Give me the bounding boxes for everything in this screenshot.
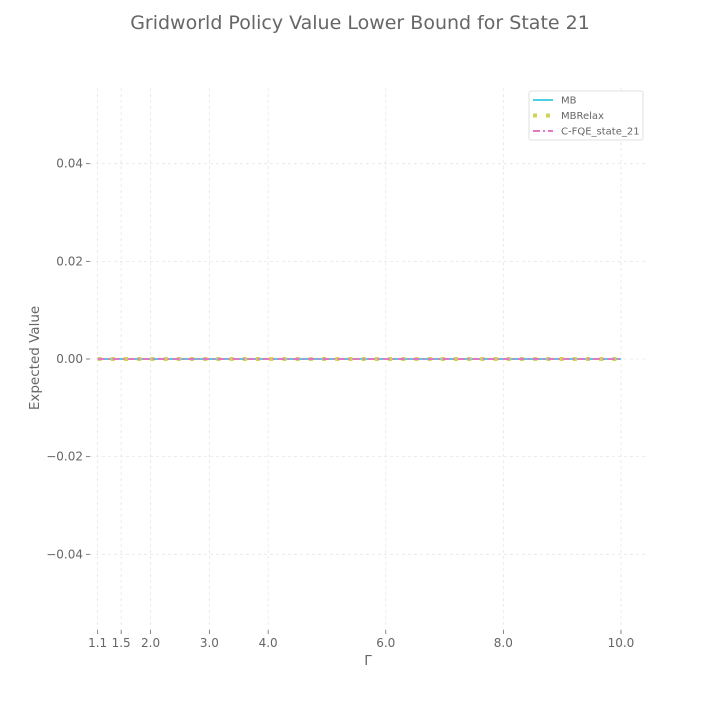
y-tick-label: 0.04: [56, 157, 83, 171]
x-tick-label: 10.0: [608, 636, 635, 650]
y-tick-label: 0.02: [56, 254, 83, 268]
legend-label: MB: [561, 96, 577, 107]
x-tick-label: 6.0: [376, 636, 395, 650]
y-tick-label: 0.00: [56, 352, 83, 366]
y-axis-label: Expected Value: [27, 306, 43, 410]
x-tick-label: 2.0: [141, 636, 160, 650]
x-tick-label: 3.0: [200, 636, 219, 650]
y-tick-label: −0.04: [46, 547, 83, 561]
chart-title: Gridworld Policy Value Lower Bound for S…: [130, 12, 590, 34]
x-tick-label: 4.0: [259, 636, 278, 650]
legend-label: C-FQE_state_21: [561, 127, 640, 138]
legend-label: MBRelax: [561, 111, 604, 122]
x-tick-label: 1.1: [88, 636, 107, 650]
legend-box: [528, 90, 644, 141]
x-tick-label: 1.5: [112, 636, 131, 650]
x-axis-label: Γ: [364, 653, 372, 669]
y-tick-label: −0.02: [46, 450, 83, 464]
legend: MB MBRelax C-FQE_state_21: [528, 90, 644, 141]
x-tick-label: 8.0: [494, 636, 513, 650]
axis-ticks: 1.1 1.5 2.0 3.0 4.0 6.0 8.0 10.0 −0.04 −0.02 0.00 0…: [46, 157, 634, 650]
